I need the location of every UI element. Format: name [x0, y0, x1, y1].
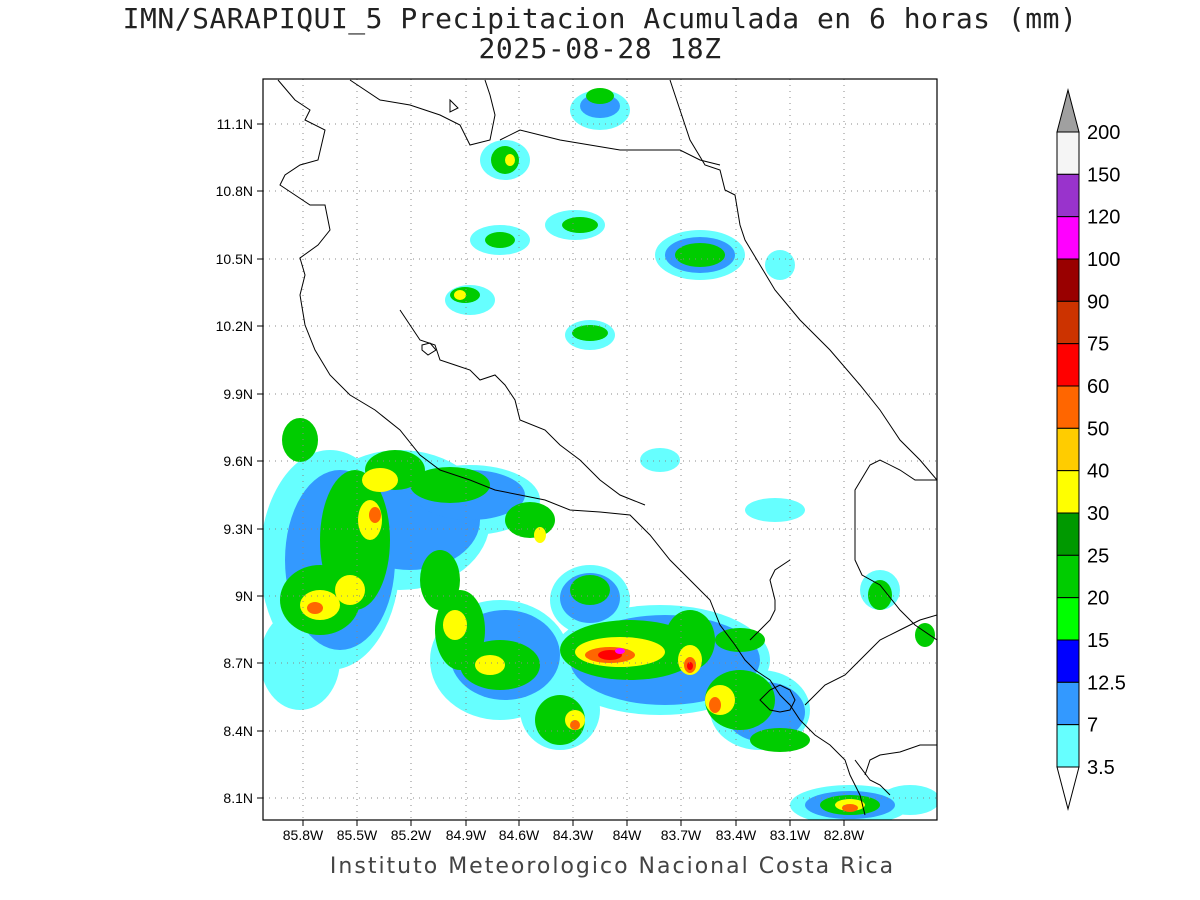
lat-tick-label: 9.9N	[223, 386, 253, 402]
colorbar-swatch	[1056, 639, 1080, 683]
map-gridlines	[263, 79, 937, 820]
colorbar-level-label: 12.5	[1087, 672, 1126, 694]
map-frame	[262, 78, 938, 821]
colorbar-swatch	[1056, 512, 1080, 556]
colorbar-level-label: 60	[1087, 376, 1109, 398]
colorbar-level-label: 15	[1087, 630, 1109, 652]
precipitation-field	[263, 88, 937, 820]
colorbar-level-label: 20	[1087, 588, 1109, 610]
colorbar: 200 150 120 100 90 75 60 50 40 30 25 20 15 12.5 7 3.5	[1056, 88, 1126, 811]
colorbar-level-label: 150	[1087, 164, 1120, 186]
lat-tick-label: 11.1N	[217, 116, 253, 132]
colorbar-level-label: 120	[1087, 207, 1120, 229]
lat-tick-label: 10.5N	[216, 251, 253, 267]
lat-tick-label: 8.7N	[223, 655, 253, 671]
lon-tick-label: 84.3W	[553, 827, 594, 843]
colorbar-level-label: 40	[1087, 461, 1109, 483]
colorbar-level-label: 200	[1087, 122, 1120, 144]
colorbar-swatch	[1056, 681, 1080, 726]
lat-tick-label: 9.6N	[223, 453, 253, 469]
map-datetime: 2025-08-28 18Z	[478, 32, 722, 65]
colorbar-swatch	[1056, 597, 1080, 641]
colorbar-level-label: 30	[1087, 503, 1109, 525]
colorbar-bottom-arrow	[1056, 766, 1080, 811]
colorbar-swatch	[1056, 258, 1080, 302]
map-title: IMN/SARAPIQUI_5 Precipitacion Acumulada …	[122, 2, 1078, 35]
colorbar-swatch	[1056, 554, 1080, 599]
colorbar-level-label: 50	[1087, 418, 1109, 440]
colorbar-swatch	[1056, 131, 1080, 175]
colorbar-level-label: 100	[1087, 249, 1120, 271]
colorbar-swatch	[1056, 300, 1080, 345]
colorbar-swatch	[1056, 385, 1080, 429]
lat-tick-label: 10.2N	[216, 318, 253, 334]
colorbar-level-label: 25	[1087, 545, 1109, 567]
colorbar-swatch	[1056, 470, 1080, 514]
colorbar-swatch	[1056, 343, 1080, 387]
lon-tick-label: 84.9W	[446, 827, 487, 843]
colorbar-swatch	[1056, 173, 1080, 218]
coastline-borders	[277, 79, 937, 816]
colorbar-swatch	[1056, 216, 1080, 260]
lon-tick-label: 82.8W	[824, 827, 865, 843]
lon-tick-label: 85.8W	[283, 827, 324, 843]
colorbar-level-label: 75	[1087, 334, 1109, 356]
longitude-axis: 85.8W 85.5W 85.2W 84.9W 84.6W 84.3W 84W 83.7W 83…	[283, 820, 865, 843]
footer-credit: Instituto Meteorologico Nacional Costa R…	[329, 854, 896, 879]
lat-tick-label: 8.4N	[223, 723, 253, 739]
colorbar-level-label: 90	[1087, 291, 1109, 313]
lat-tick-label: 9.3N	[223, 521, 253, 537]
lat-tick-label: 10.8N	[216, 183, 253, 199]
lon-tick-label: 85.2W	[391, 827, 432, 843]
lon-tick-label: 83.1W	[770, 827, 811, 843]
lon-tick-label: 84.6W	[499, 827, 540, 843]
lat-tick-label: 8.1N	[223, 790, 253, 806]
lon-tick-label: 85.5W	[337, 827, 378, 843]
colorbar-level-label: 3.5	[1087, 757, 1115, 779]
lon-tick-label: 84W	[613, 827, 643, 843]
colorbar-level-label: 7	[1087, 715, 1098, 737]
colorbar-swatch	[1056, 427, 1080, 472]
colorbar-swatch	[1056, 724, 1080, 768]
lat-tick-label: 9N	[235, 588, 253, 604]
colorbar-top-arrow	[1056, 88, 1080, 133]
latitude-axis: 11.1N 10.8N 10.5N 10.2N 9.9N 9.6N 9.3N 9N 8.7N 8.…	[216, 116, 263, 806]
lon-tick-label: 83.4W	[716, 827, 757, 843]
lon-tick-label: 83.7W	[661, 827, 702, 843]
